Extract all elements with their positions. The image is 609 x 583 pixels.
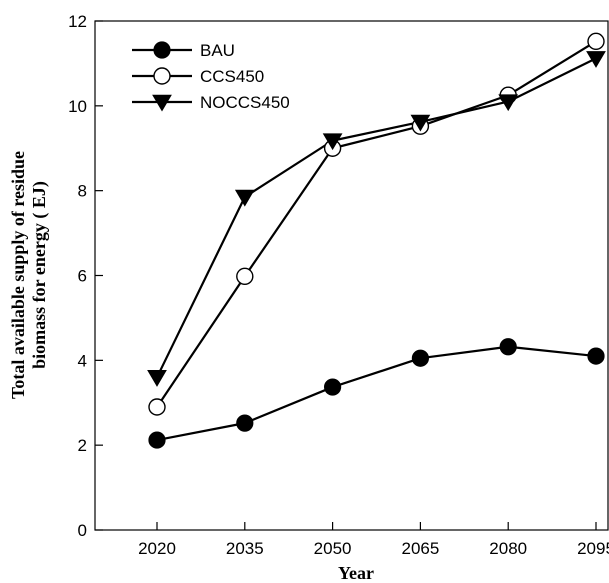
y-tick-label: 6 — [78, 267, 87, 286]
x-tick-label: 2095 — [577, 539, 609, 558]
y-tick-label: 4 — [78, 351, 87, 370]
y-tick-label: 10 — [68, 97, 87, 116]
marker-noccs450 — [410, 114, 431, 132]
marker-bau — [411, 349, 429, 367]
legend-label-bau: BAU — [200, 41, 235, 60]
x-tick-label: 2035 — [226, 539, 264, 558]
marker-noccs450 — [586, 51, 606, 68]
x-tick-label: 2065 — [401, 539, 439, 558]
x-tick-label: 2020 — [138, 539, 176, 558]
y-axis-title: Total available supply of residue biomas… — [8, 151, 50, 399]
legend-label-ccs450: CCS450 — [200, 67, 264, 86]
series-markers — [147, 32, 606, 449]
x-tick-label: 2080 — [489, 539, 527, 558]
legend: BAU CCS450 NOCCS450 — [132, 41, 290, 112]
plot-frame — [94, 20, 609, 531]
marker-legend-bau — [153, 41, 171, 59]
marker-noccs450 — [234, 189, 255, 207]
marker-bau — [499, 338, 517, 356]
marker-bau — [236, 414, 254, 432]
plot-area — [94, 20, 609, 531]
y-axis-title-line-2: biomass for energy ( EJ) — [29, 181, 50, 369]
x-axis-title: Year — [338, 563, 374, 583]
marker-bau — [324, 378, 342, 396]
legend-label-noccs450: NOCCS450 — [200, 93, 290, 112]
marker-ccs450 — [236, 267, 254, 286]
x-tick-label: 2050 — [314, 539, 352, 558]
marker-ccs450 — [587, 32, 605, 51]
series-line-bau — [156, 345, 597, 442]
series-line-ccs450 — [156, 40, 597, 408]
y-axis: 0 2 4 6 8 10 12 — [68, 12, 103, 540]
marker-legend-ccs450 — [153, 67, 171, 85]
marker-noccs450 — [498, 94, 519, 112]
x-axis: 2020 2035 2050 2065 2080 2095 — [138, 522, 609, 558]
marker-noccs450 — [147, 370, 167, 387]
marker-legend-noccs450 — [152, 94, 172, 112]
y-tick-label: 0 — [78, 521, 87, 540]
y-axis-title-line-1: Total available supply of residue — [8, 151, 28, 399]
marker-ccs450 — [148, 398, 166, 416]
series-lines — [156, 40, 597, 442]
y-tick-label: 8 — [78, 182, 87, 201]
series-line-noccs450 — [156, 57, 597, 378]
marker-bau — [148, 431, 166, 449]
marker-bau — [587, 347, 605, 365]
y-tick-label: 2 — [78, 436, 87, 455]
marker-noccs450 — [322, 133, 343, 151]
y-tick-label: 12 — [68, 12, 87, 31]
